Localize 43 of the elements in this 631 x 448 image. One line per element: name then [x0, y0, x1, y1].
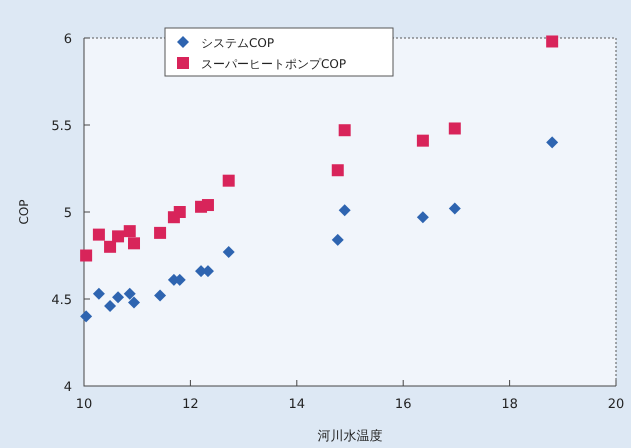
point	[416, 211, 429, 224]
point	[448, 202, 461, 215]
legend-label: システムCOP	[201, 36, 274, 50]
point	[80, 310, 92, 322]
point	[448, 122, 461, 134]
x-tick-label: 16	[394, 397, 412, 412]
point	[338, 124, 351, 136]
point	[222, 174, 235, 187]
point	[104, 240, 116, 253]
point	[338, 204, 351, 216]
y-tick-label: 4.5	[51, 293, 72, 308]
y-axis-title: COP	[17, 199, 31, 225]
x-tick-label: 20	[608, 397, 624, 412]
point	[112, 230, 124, 242]
point	[416, 134, 429, 147]
y-tick-label: 5.5	[51, 119, 72, 134]
point	[154, 226, 166, 239]
x-axis-title: 河川水温度	[318, 428, 382, 444]
point	[332, 164, 344, 176]
point	[546, 136, 558, 148]
x-tick-label: 18	[501, 397, 518, 412]
point	[174, 206, 186, 218]
point	[80, 250, 92, 262]
point	[92, 288, 105, 300]
y-tick-label: 4	[64, 380, 72, 395]
point	[104, 300, 116, 312]
point	[154, 290, 166, 302]
point	[202, 199, 214, 212]
x-tick-label: 10	[76, 397, 92, 412]
point	[128, 237, 140, 250]
point	[332, 234, 344, 246]
point	[124, 225, 136, 238]
legend-label: スーパーヒートポンプCOP	[201, 57, 346, 71]
point	[92, 228, 105, 241]
y-tick-label: 6	[64, 32, 72, 47]
point	[546, 35, 558, 48]
x-tick-label: 12	[182, 397, 199, 412]
point	[128, 296, 140, 308]
point	[222, 246, 235, 258]
point	[124, 288, 136, 300]
y-tick-label: 5	[64, 206, 72, 221]
x-tick-label: 14	[288, 397, 306, 412]
point	[112, 291, 124, 304]
